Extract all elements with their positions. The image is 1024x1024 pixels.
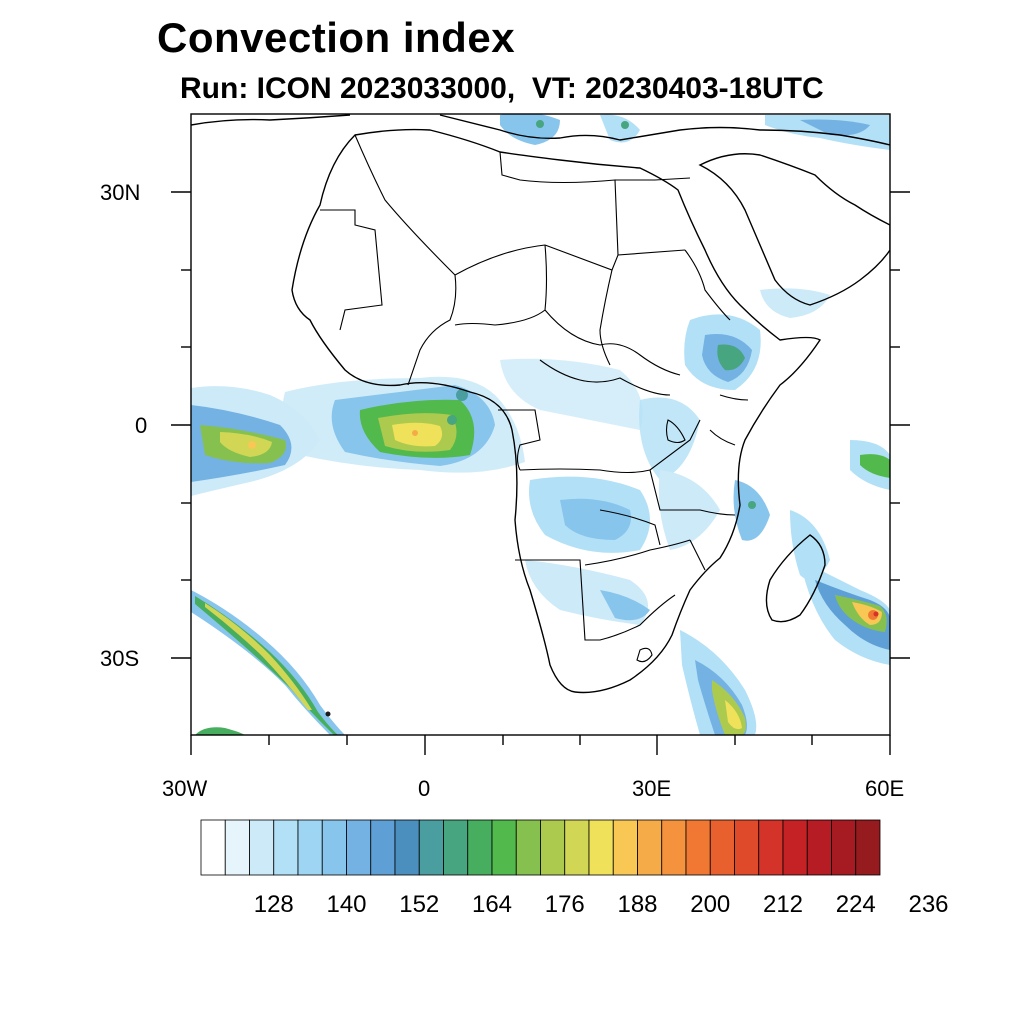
colorbar-swatch	[346, 819, 372, 876]
colorbar-swatch	[782, 819, 808, 876]
arabia-coastline	[698, 153, 890, 306]
lon-label-30e: 30E	[632, 776, 672, 801]
field-sw-atlantic	[191, 590, 345, 735]
colorbar-swatch	[588, 819, 614, 876]
colorbar-label: 224	[836, 891, 876, 918]
colorbar-label: 128	[254, 891, 294, 918]
lat-label-30s: 30S	[100, 646, 140, 671]
lon-label-0: 0	[418, 776, 431, 801]
field-ethiopia	[684, 288, 830, 390]
colorbar-label: 236	[908, 891, 948, 918]
field-madagascar	[800, 560, 890, 665]
colorbar-labels: 128 140 152 164 176 188 200 212 224 236	[254, 891, 949, 918]
colorbar-swatches	[200, 819, 881, 876]
colorbar-swatch	[224, 819, 250, 876]
colorbar-swatch	[831, 819, 857, 876]
colorbar-swatch	[685, 819, 711, 876]
colorbar-label: 176	[545, 891, 585, 918]
coastlines	[191, 114, 890, 694]
colorbar-label: 152	[399, 891, 439, 918]
africa-coastline	[291, 128, 821, 694]
colorbar-swatch	[758, 819, 784, 876]
field-gulf-of-guinea	[282, 376, 525, 473]
colorbar-swatch	[321, 819, 347, 876]
colorbar-swatch	[612, 819, 638, 876]
lon-label-60e: 60E	[865, 776, 905, 801]
tick-marks	[171, 191, 910, 755]
colorbar-swatch	[637, 819, 663, 876]
lon-label-30w: 30W	[162, 776, 208, 801]
colorbar-label: 164	[472, 891, 512, 918]
colorbar-swatch	[734, 819, 760, 876]
colorbar-swatch	[540, 819, 566, 876]
colorbar-swatch	[661, 819, 687, 876]
colorbar-swatch	[443, 819, 469, 876]
colorbar-swatch	[418, 819, 444, 876]
colorbar-swatch	[394, 819, 420, 876]
field-agulhas	[680, 630, 757, 735]
europe-coastline	[191, 114, 890, 146]
colorbar-swatch	[200, 819, 226, 876]
field-central-africa	[500, 358, 720, 625]
chart-subtitle: Run: ICON 2023033000, VT: 20230403-18UTC	[180, 72, 824, 105]
colorbar-swatch	[467, 819, 493, 876]
colorbar-label: 188	[617, 891, 657, 918]
madagascar-coastline	[765, 534, 826, 623]
field-east-coast	[733, 440, 890, 580]
chart-title: Convection index	[157, 14, 516, 61]
colorbar-swatch	[249, 819, 275, 876]
colorbar-label: 140	[326, 891, 366, 918]
colorbar-label: 212	[763, 891, 803, 918]
colorbar-label: 200	[690, 891, 730, 918]
field-west-atlantic	[191, 386, 320, 496]
lat-label-0: 0	[135, 413, 148, 438]
lat-label-30n: 30N	[100, 180, 141, 205]
colorbar-swatch	[709, 819, 735, 876]
colorbar-swatch	[297, 819, 323, 876]
colorbar-swatch	[370, 819, 396, 876]
colorbar-swatch	[273, 819, 299, 876]
colorbar-swatch	[806, 819, 832, 876]
colorbar-swatch	[564, 819, 590, 876]
field-north	[500, 114, 890, 150]
colorbar-swatch	[855, 819, 881, 876]
colorbar-swatch	[491, 819, 517, 876]
convection-field	[191, 114, 890, 735]
colorbar-swatch	[515, 819, 541, 876]
